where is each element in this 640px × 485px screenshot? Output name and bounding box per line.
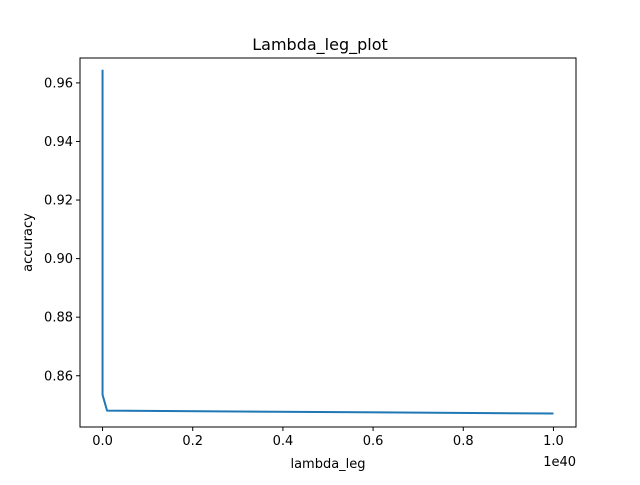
series-layer xyxy=(101,69,554,415)
chart-title: Lambda_leg_plot xyxy=(252,35,388,55)
y-tick-label: 0.86 xyxy=(44,369,73,384)
x-axis-label: lambda_leg xyxy=(290,457,365,472)
x-axis-ticks: 0.0 0.2 0.4 0.6 0.8 1.0 xyxy=(92,427,564,449)
x-tick-label: 0.2 xyxy=(182,434,203,449)
plot-area xyxy=(79,57,577,428)
series-line xyxy=(101,69,554,415)
axes-frame xyxy=(79,57,577,428)
x-tick-label: 0.8 xyxy=(453,434,474,449)
y-axis-label: accuracy xyxy=(21,213,36,272)
y-tick-label: 0.94 xyxy=(44,135,73,150)
x-tick-label: 1.0 xyxy=(543,434,564,449)
y-tick-label: 0.88 xyxy=(44,311,73,326)
x-tick-label: 0.4 xyxy=(273,434,294,449)
y-tick-label: 0.92 xyxy=(44,194,73,209)
x-tick-label: 0.6 xyxy=(363,434,384,449)
x-axis-offset-label: 1e40 xyxy=(543,455,576,470)
y-axis-ticks: 0.86 0.88 0.90 0.92 0.94 0.96 xyxy=(44,76,80,384)
y-tick-label: 0.90 xyxy=(44,252,73,267)
x-tick-label: 0.0 xyxy=(92,434,113,449)
y-tick-label: 0.96 xyxy=(44,76,73,91)
